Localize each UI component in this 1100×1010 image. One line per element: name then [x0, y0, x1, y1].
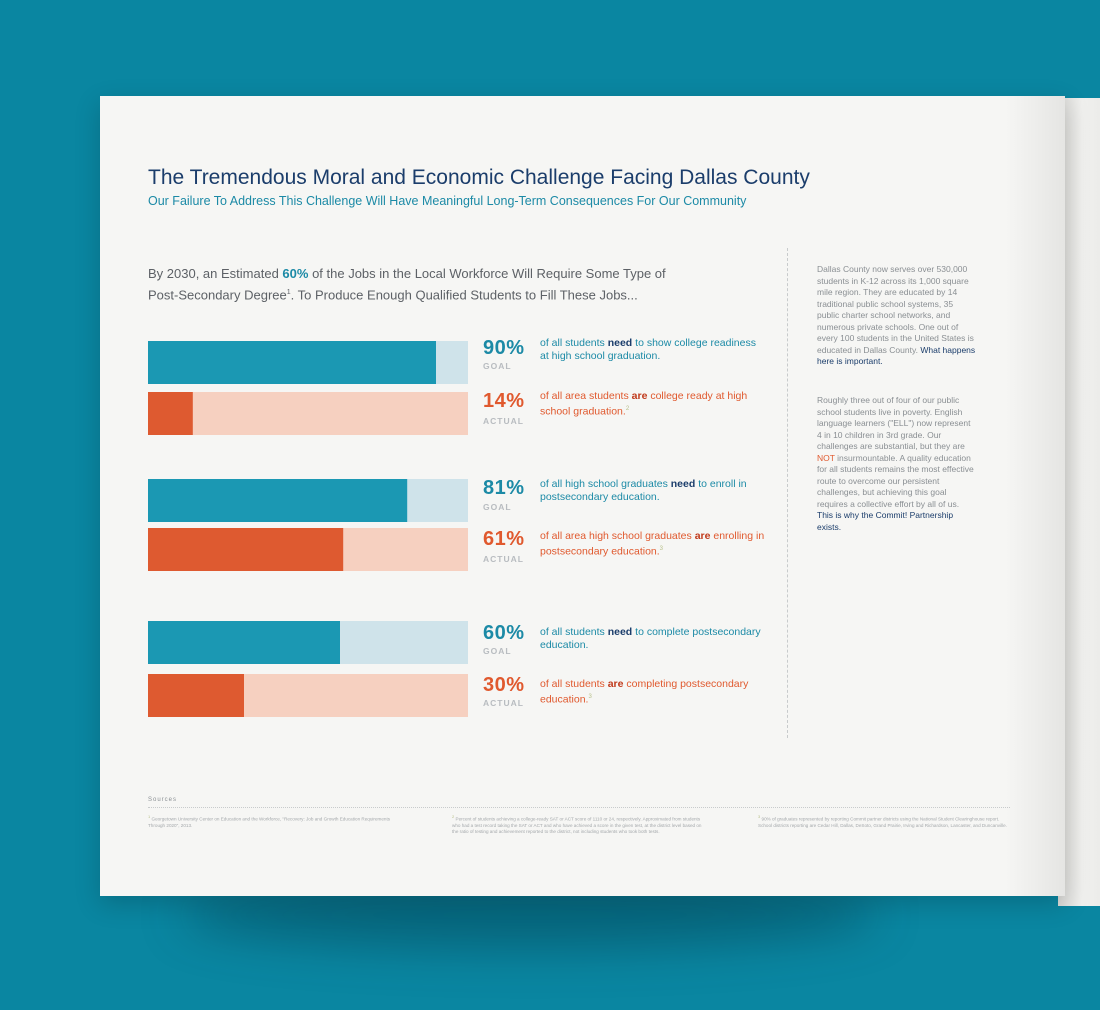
desc-text: of all high school graduates — [540, 478, 671, 490]
sidebar-text: Roughly three out of four of our public … — [817, 395, 971, 451]
desc-bold: need — [670, 478, 696, 490]
source-text: 90% of graduates represented by reportin… — [758, 816, 1007, 828]
footnote-marker: 3 — [758, 814, 761, 819]
desc-text: of all students — [540, 678, 608, 690]
goal-value-label: 90% — [483, 337, 525, 359]
actual-bar — [148, 674, 244, 717]
facing-page-edge — [1058, 98, 1100, 906]
desc-bold: are — [607, 678, 624, 690]
actual-description: of all students are completing postsecon… — [540, 678, 765, 707]
sidebar-paragraph-1: Dallas County now serves over 530,000 st… — [817, 264, 977, 368]
source-text: Georgetown University Center on Educatio… — [148, 816, 391, 828]
source-text: Percent of students achieving a college-… — [452, 816, 702, 834]
footnote-marker: 2 — [625, 406, 630, 412]
actual-bar-track — [148, 392, 468, 435]
actual-tag: ACTUAL — [483, 554, 524, 564]
desc-text: of all students — [540, 337, 608, 349]
brochure-page: The Tremendous Moral and Economic Challe… — [100, 96, 1065, 896]
actual-bar — [148, 392, 193, 435]
footnote-marker: 1 — [148, 814, 151, 819]
intro-text: Post-Secondary Degree — [148, 287, 287, 303]
intro-text: of the Jobs in the Local Workforce Will … — [308, 266, 666, 281]
desc-text: of all area students — [540, 390, 632, 402]
goal-bar — [148, 621, 340, 664]
actual-value-label: 30% — [483, 674, 525, 696]
intro-highlight: 60% — [282, 266, 309, 281]
sidebar-highlight: This is why the Commit! Partnership exis… — [817, 510, 954, 532]
goal-tag: GOAL — [483, 361, 512, 371]
goal-value-label: 81% — [483, 477, 525, 499]
desc-bold: are — [694, 530, 711, 542]
sources-label: Sources — [148, 797, 178, 803]
desc-text: to enroll in postsecondary education. — [540, 478, 747, 503]
actual-description: of all area high school graduates are en… — [540, 530, 765, 559]
goal-tag: GOAL — [483, 646, 512, 656]
desc-text: of all area high school graduates — [540, 530, 695, 542]
goal-bar — [148, 479, 408, 522]
sidebar-paragraph-2: Roughly three out of four of our public … — [817, 395, 977, 533]
column-divider — [787, 248, 788, 738]
desc-bold: are — [631, 390, 648, 402]
goal-tag: GOAL — [483, 502, 512, 512]
goal-description: of all high school graduates need to enr… — [540, 478, 765, 504]
desc-bold: need — [607, 337, 633, 349]
goal-description: of all students need to show college rea… — [540, 337, 765, 363]
desc-bold: need — [607, 626, 633, 638]
goal-bar — [148, 341, 436, 384]
intro-statement: By 2030, an Estimated 60% of the Jobs in… — [148, 264, 768, 304]
sidebar-text: Dallas County now serves over 530,000 st… — [817, 264, 974, 355]
source-note-3: 3 90% of graduates represented by report… — [758, 814, 1010, 829]
desc-text: college ready at high school graduation. — [540, 390, 748, 418]
footnote-marker: 1 — [286, 289, 291, 296]
footnote-marker: 3 — [659, 546, 664, 552]
desc-text: enrolling in postsecondary education. — [540, 530, 765, 558]
footnote-marker: 3 — [588, 694, 592, 700]
actual-description: of all area students are college ready a… — [540, 390, 765, 419]
actual-tag: ACTUAL — [483, 416, 524, 426]
intro-text: By 2030, an Estimated — [148, 266, 283, 281]
actual-tag: ACTUAL — [483, 698, 524, 708]
intro-text: . To Produce Enough Qualified Students t… — [290, 287, 638, 303]
desc-text: completing postsecondary education. — [540, 678, 749, 706]
source-note-1: 1 Georgetown University Center on Educat… — [148, 814, 398, 829]
sources-divider — [148, 807, 1010, 808]
actual-value-label: 14% — [483, 390, 525, 412]
sidebar-emphasis: NOT — [817, 452, 835, 463]
page-subtitle: Our Failure To Address This Challenge Wi… — [148, 194, 747, 208]
desc-text: of all students — [540, 626, 608, 638]
actual-bar — [148, 528, 344, 571]
bar-chart — [148, 341, 468, 717]
page-title: The Tremendous Moral and Economic Challe… — [148, 166, 810, 189]
desc-text: to show college readiness at high school… — [540, 337, 756, 362]
sidebar-text: insurmountable. A quality education for … — [817, 452, 974, 509]
goal-value-label: 60% — [483, 622, 525, 644]
desc-text: to complete postsecondary education. — [540, 626, 761, 651]
actual-value-label: 61% — [483, 528, 525, 550]
source-note-2: 2 Percent of students achieving a colleg… — [452, 814, 707, 835]
footnote-marker: 2 — [452, 814, 455, 819]
goal-description: of all students need to complete postsec… — [540, 626, 765, 652]
sidebar-highlight: What happens here is important. — [817, 344, 976, 367]
